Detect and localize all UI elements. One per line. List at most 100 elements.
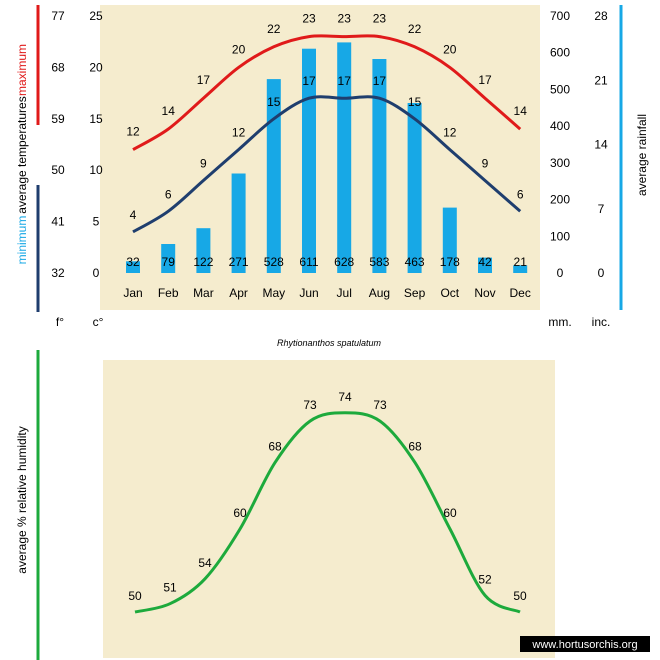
rain-bar-may: [266, 79, 281, 273]
humidity-label: 51: [163, 581, 177, 595]
mm-tick: 700: [550, 9, 570, 23]
fahrenheit-tick: 68: [51, 60, 65, 74]
rain-value-label: 271: [229, 255, 249, 269]
mm-tick: 0: [557, 266, 564, 280]
rain-value-label: 583: [369, 255, 389, 269]
min-temp-label: 12: [443, 126, 457, 140]
max-temp-label: 14: [162, 104, 176, 118]
month-label-nov: Nov: [474, 286, 495, 300]
min-temp-label: 6: [165, 187, 172, 201]
rain-bar-nov: [478, 257, 492, 273]
celsius-tick: 5: [93, 215, 100, 229]
rain-bar-feb: [161, 244, 176, 273]
min-temp-label: 17: [338, 74, 352, 88]
rain-bar-sep: [407, 103, 422, 273]
month-label-jun: Jun: [299, 286, 318, 300]
max-temp-line: [132, 34, 522, 151]
min-temp-label: 9: [200, 157, 207, 171]
mm-tick: 100: [550, 229, 570, 243]
celsius-tick: 25: [89, 9, 103, 23]
rain-value-label: 611: [299, 255, 318, 269]
humidity-label: 74: [338, 390, 352, 404]
max-temp-label: 17: [478, 73, 492, 87]
max-temp-label: 17: [197, 73, 211, 87]
humidity-line: [134, 411, 521, 614]
max-temp-label: 20: [232, 42, 246, 56]
min-temp-label: 17: [373, 74, 387, 88]
month-label-dec: Dec: [510, 286, 531, 300]
humidity-label: 68: [408, 440, 422, 454]
max-temp-label: 23: [373, 12, 387, 26]
humidity-label: 60: [443, 506, 457, 520]
celsius-tick: 0: [93, 266, 100, 280]
max-temp-label: 14: [514, 104, 528, 118]
rain-value-label: 21: [514, 255, 528, 269]
month-label-jul: Jul: [337, 286, 352, 300]
maximum-label: maximum: [15, 44, 29, 96]
watermark-background: [520, 636, 650, 652]
rain-value-label: 178: [440, 255, 460, 269]
humidity-label: 73: [373, 398, 387, 412]
celsius-tick: 15: [89, 112, 103, 126]
max-temp-label: 23: [338, 12, 352, 26]
rain-value-label: 32: [126, 255, 140, 269]
rain-bar-jul: [337, 42, 352, 274]
max-temp-label: 22: [408, 22, 422, 36]
rain-bar-oct: [442, 207, 457, 273]
humidity-axis-label: average % relative humidity: [15, 426, 29, 573]
mm-tick: 300: [550, 156, 570, 170]
mm-tick: 600: [550, 46, 570, 60]
month-label-aug: Aug: [369, 286, 390, 300]
min-temp-label: 15: [267, 95, 281, 109]
fahrenheit-tick: 59: [51, 112, 65, 126]
unit-mm: mm.: [548, 315, 571, 329]
month-label-sep: Sep: [404, 286, 426, 300]
humidity-label: 52: [478, 572, 492, 586]
min-temp-label: 12: [232, 126, 246, 140]
month-label-mar: Mar: [193, 286, 214, 300]
rain-value-label: 528: [264, 255, 284, 269]
max-temp-label: 12: [126, 125, 140, 139]
unit-inches: inc.: [592, 315, 611, 329]
minimum-label: minimum: [15, 216, 29, 265]
max-temp-label: 23: [302, 12, 316, 26]
rain-bar-dec: [513, 265, 528, 273]
min-temp-label: 6: [517, 187, 524, 201]
min-temp-label: 4: [130, 208, 137, 222]
humidity-label: 54: [198, 556, 212, 570]
month-label-oct: Oct: [440, 286, 459, 300]
humidity-label: 60: [233, 506, 247, 520]
rain-value-label: 463: [405, 255, 425, 269]
species-caption: Rhytionanthos spatulatum: [277, 338, 382, 348]
max-temp-label: 20: [443, 42, 457, 56]
rain-bar-jun: [302, 48, 316, 274]
mm-tick: 400: [550, 119, 570, 133]
rain-value-label: 42: [478, 255, 492, 269]
humidity-label: 50: [128, 589, 142, 603]
watermark: www.hortusorchis.org: [531, 639, 637, 651]
unit-celsius: c°: [93, 315, 104, 329]
fahrenheit-tick: 32: [51, 266, 65, 280]
month-label-jan: Jan: [123, 286, 142, 300]
rain-bar-apr: [231, 173, 246, 273]
rain-bar-jan: [126, 261, 140, 273]
min-temp-label: 9: [482, 157, 489, 171]
humidity-label: 68: [268, 440, 282, 454]
inch-tick: 7: [598, 202, 605, 216]
inch-tick: 0: [598, 266, 605, 280]
rain-bar-aug: [372, 59, 387, 273]
inch-tick: 28: [594, 9, 608, 23]
humidity-label: 73: [303, 398, 317, 412]
fahrenheit-tick: 77: [51, 9, 65, 23]
rain-value-label: 79: [162, 255, 176, 269]
rain-value-label: 122: [193, 255, 213, 269]
max-temp-label: 22: [267, 22, 281, 36]
fahrenheit-tick: 41: [51, 215, 65, 229]
month-label-may: May: [262, 286, 285, 300]
inch-tick: 21: [594, 73, 608, 87]
humidity-panel: [103, 360, 555, 658]
unit-fahrenheit: f°: [56, 315, 64, 329]
inch-tick: 14: [594, 138, 608, 152]
month-label-apr: Apr: [229, 286, 248, 300]
